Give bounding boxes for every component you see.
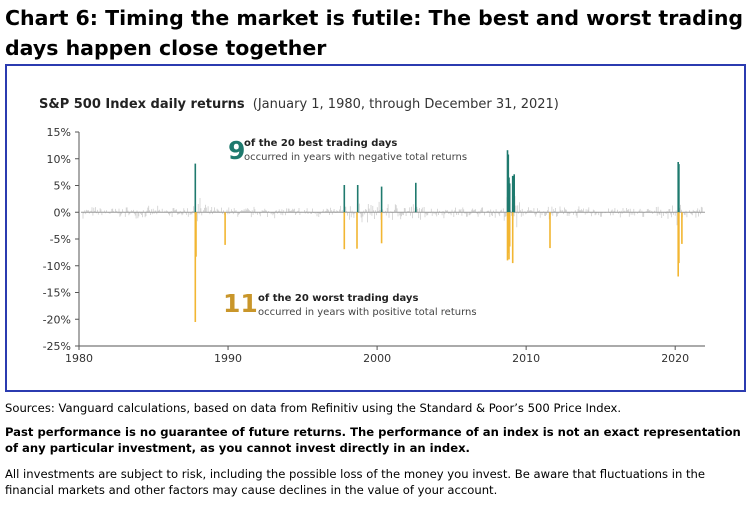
worst-day-bar <box>356 212 358 249</box>
noise-path <box>82 196 703 228</box>
worst-day-bar <box>511 212 514 264</box>
x-tick-label: 1980 <box>65 352 93 365</box>
daily-returns-noise <box>82 196 703 228</box>
worst-day-bar <box>194 212 197 322</box>
worst-day-bar <box>224 212 226 245</box>
y-tick-label: -20% <box>43 313 71 326</box>
y-tick-label: 15% <box>47 126 71 139</box>
y-tick-label: 5% <box>54 180 71 193</box>
worst-day-bar <box>678 212 680 264</box>
best-days-bars <box>194 150 680 213</box>
worst-day-bar <box>508 212 511 247</box>
worst-day-bar <box>549 212 551 249</box>
best-day-bar <box>356 185 359 213</box>
worst-day-bar <box>195 212 197 257</box>
annotation-line1: of the 20 best trading days <box>244 138 397 149</box>
x-tick-label: 2020 <box>661 352 689 365</box>
y-tick-label: -10% <box>43 260 71 273</box>
annotation-line2: occurred in years with positive total re… <box>258 307 477 318</box>
disclaimer-note: Past performance is no guarantee of futu… <box>5 425 741 455</box>
chart-heading: Chart 6: Timing the market is futile: Th… <box>5 6 744 60</box>
y-tick-label: 10% <box>47 153 71 166</box>
y-tick-label: 0% <box>54 206 71 219</box>
sources-note: Sources: Vanguard calculations, based on… <box>5 401 622 415</box>
best-day-bar <box>380 186 383 213</box>
annotation-line2: occurred in years with negative total re… <box>244 152 467 163</box>
annotation-number: 11 <box>223 289 258 318</box>
axes: 15% 10% 5% 0% -5% -10% -15% -20% -25%1980 1990 200… <box>43 126 705 365</box>
chart-title-group: S&P 500 Index daily returns (January 1, … <box>39 97 559 112</box>
annotations: 9of the 20 best trading days occurred in … <box>223 136 477 318</box>
best-day-bar <box>513 174 515 213</box>
chart-frame: S&P 500 Index daily returns (January 1, … <box>5 64 746 392</box>
y-tick-label: -25% <box>43 340 71 353</box>
x-tick-label: 2010 <box>512 352 540 365</box>
y-tick-label: -15% <box>43 287 71 300</box>
best-day-bar <box>678 164 680 213</box>
worst-day-bar <box>681 212 683 244</box>
annotation-line1: of the 20 worst trading days <box>258 293 418 304</box>
returns-chart: S&P 500 Index daily returns (January 1, … <box>39 97 705 365</box>
chart-title: S&P 500 Index daily returns <box>39 97 245 112</box>
chart-subtitle: (January 1, 1980, through December 31, 2… <box>253 97 559 112</box>
annotation-number: 9 <box>228 136 245 165</box>
best-day-bar <box>508 183 511 213</box>
x-tick-label: 2000 <box>363 352 391 365</box>
worst-day-bar <box>343 212 346 250</box>
x-tick-label: 1990 <box>214 352 242 365</box>
best-day-bar <box>415 182 417 213</box>
best-day-bar <box>511 175 514 213</box>
best-day-bar <box>194 163 197 213</box>
worst-days-bars <box>194 212 683 322</box>
y-tick-label: -5% <box>50 233 71 246</box>
worst-day-bar <box>380 212 383 244</box>
svg-text:S&P 500 Index daily returns: S&P 500 Index daily returns (January 1, … <box>39 97 559 112</box>
best-day-bar <box>343 185 346 213</box>
risk-note: All investments are subject to risk, inc… <box>5 467 706 497</box>
